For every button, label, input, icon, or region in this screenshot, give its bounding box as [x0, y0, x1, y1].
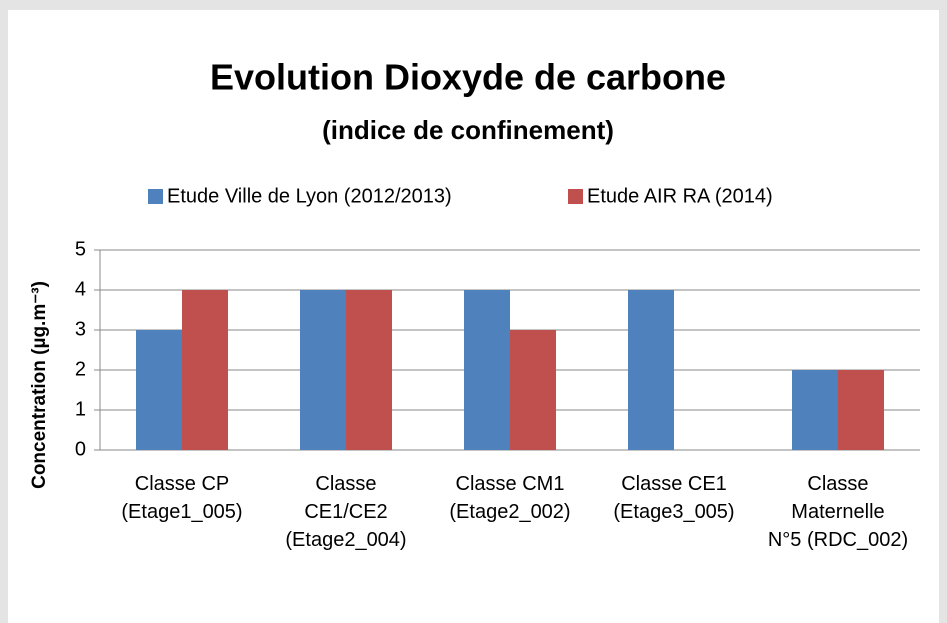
x-tick-label: Classe CP (Etage1_005) [121, 473, 243, 523]
legend-swatch [148, 189, 163, 204]
bar [464, 290, 510, 450]
y-axis-label: Concentration (µg.m⁻³) [29, 281, 50, 489]
x-tick-label: Classe CE1 (Etage3_005) [613, 473, 735, 523]
bar [510, 330, 556, 450]
bar [792, 370, 838, 450]
bar [136, 330, 182, 450]
chart-title: Evolution Dioxyde de carbone [210, 57, 726, 98]
legend-swatch [568, 189, 583, 204]
legend-label: Etude AIR RA (2014) [587, 185, 773, 207]
bar [838, 370, 884, 450]
bar [300, 290, 346, 450]
x-tick-label: Classe CM1 (Etage2_002) [449, 473, 571, 523]
x-tick-label: Classe Maternelle N°5 (RDC_002) [767, 473, 909, 551]
x-tick-label: Classe CE1/CE2 (Etage2_004) [285, 473, 407, 551]
y-tick-label: 2 [75, 358, 86, 380]
y-tick-label: 3 [75, 318, 86, 340]
y-tick-label: 5 [75, 238, 86, 260]
y-tick-label: 1 [75, 398, 86, 420]
bar [628, 290, 674, 450]
bar [346, 290, 392, 450]
y-tick-label: 4 [75, 278, 86, 300]
bar [182, 290, 228, 450]
y-tick-label: 0 [75, 438, 86, 460]
legend-label: Etude Ville de Lyon (2012/2013) [167, 185, 452, 207]
chart-subtitle: (indice de confinement) [322, 115, 614, 145]
